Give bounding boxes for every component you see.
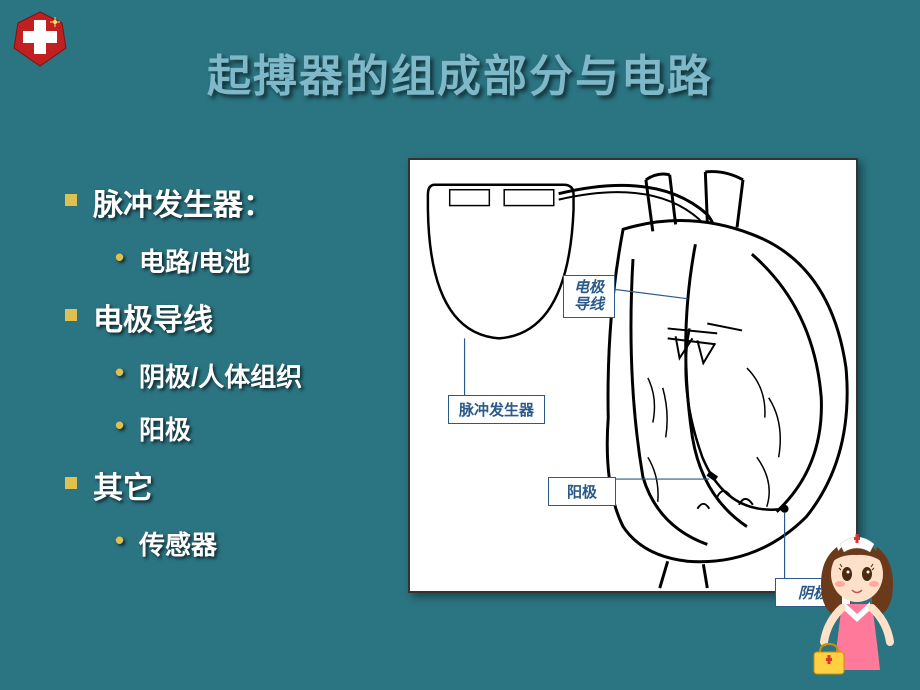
list-item: 阴极/人体组织 — [115, 357, 405, 394]
slide-title: 起搏器的组成部分与电路 — [0, 40, 920, 104]
pacemaker-diagram — [408, 158, 858, 593]
list-item: 其它 — [65, 463, 405, 507]
label-lead: 电极 导线 — [563, 275, 615, 318]
list-item: 传感器 — [115, 525, 405, 562]
pulse-generator-shape — [428, 185, 574, 339]
nurse-cartoon-icon — [802, 522, 912, 682]
bullet-list: 脉冲发生器： 电路/电池 电极导线 阴极/人体组织 阳极 其它 传感器 — [65, 180, 405, 578]
list-item: 电路/电池 — [115, 242, 405, 279]
list-item: 阳极 — [115, 410, 405, 447]
list-item: 脉冲发生器： — [65, 180, 405, 224]
electrode-tip — [781, 505, 789, 513]
list-item: 电极导线 — [65, 295, 405, 339]
label-anode: 阳极 — [548, 477, 616, 506]
label-generator: 脉冲发生器 — [448, 395, 545, 424]
